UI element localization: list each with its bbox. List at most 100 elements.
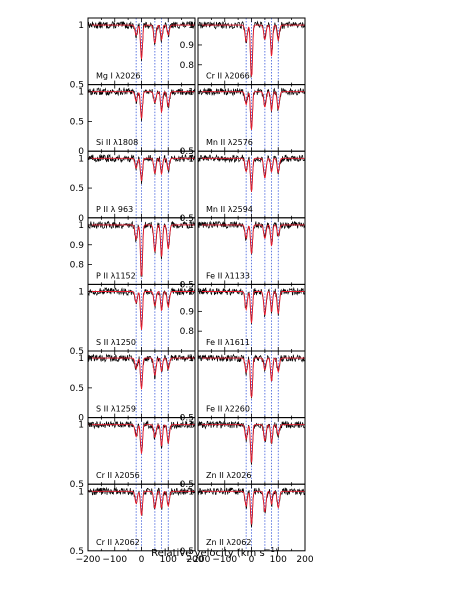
model-fit (88, 357, 195, 390)
ion-label: S II λ1250 (96, 338, 136, 347)
model-fit (88, 224, 195, 277)
ion-label: Zn II λ2026 (206, 471, 251, 480)
y-tick-label: 0.8 (180, 327, 195, 337)
y-tick-label: 0.8 (70, 261, 85, 271)
panel-left-0: 1 0.5 Mg I λ2026 (70, 17, 196, 91)
observed-spectrum (87, 153, 196, 185)
model-fit (88, 291, 195, 330)
panel-left-4: 1 0.5 S II λ1250 (70, 283, 196, 357)
y-tick-label-bottom: 0 (78, 414, 84, 424)
y-tick-label: 0.9 (180, 41, 195, 51)
y-tick-label: 1 (78, 288, 84, 298)
y-tick-label: 0.8 (180, 61, 195, 71)
ion-label: Cr II λ2062 (96, 538, 140, 547)
y-tick-label: 1 (188, 421, 194, 431)
model-fit (198, 224, 305, 254)
y-tick-label: 0.9 (70, 241, 85, 251)
model-fit (198, 91, 305, 130)
x-tick-label: −200 (186, 555, 211, 565)
model-fit (88, 424, 195, 454)
x-tick-label: 100 (160, 555, 177, 565)
observed-spectrum (87, 21, 196, 62)
y-tick-label: 1 (188, 354, 194, 364)
y-tick-label-bottom: 0.5 (180, 280, 194, 290)
y-tick-label-bottom: 0.5 (180, 547, 194, 557)
observed-spectrum (87, 86, 196, 122)
ion-label: P II λ 963 (96, 205, 133, 214)
ion-label: Mn II λ2594 (206, 205, 253, 214)
y-tick-label: 1 (78, 354, 84, 364)
panel-right-3: 10.5Fe II λ1133 (180, 217, 306, 290)
x-tick-label: −100 (102, 555, 127, 565)
model-fit (198, 157, 305, 192)
ion-label: Zn II λ2062 (206, 538, 251, 547)
y-tick-label: 1 (78, 421, 84, 431)
y-tick-label: 1 (78, 88, 84, 98)
panel-right-7: 10.5Zn II λ2062 (180, 483, 306, 557)
x-axis-label-unit-exponent: −1 (265, 546, 275, 554)
y-tick-label-bottom: 0.5 (70, 547, 84, 557)
y-tick-label-bottom: 0.5 (70, 81, 84, 91)
panel-left-5: 10.50S II λ1259 (70, 350, 196, 424)
ion-label: P II λ1152 (96, 271, 136, 280)
panel-left-7: 10.5Cr II λ2062 (70, 483, 196, 557)
ion-label: Si II λ1808 (96, 138, 138, 147)
y-tick-label: 1 (78, 487, 84, 497)
ion-label: Cr II λ2056 (96, 471, 140, 480)
model-fit (198, 357, 305, 399)
ion-label: Fe II λ2260 (206, 405, 250, 414)
x-tick-label: −100 (212, 555, 237, 565)
model-fit (88, 490, 195, 516)
observed-spectrum (87, 486, 196, 517)
panel-right-0: 1 0.9 0.8 Cr II λ2066 (180, 17, 306, 86)
x-tick-label: 200 (186, 555, 203, 565)
ion-label: Cr II λ2066 (206, 72, 250, 81)
panel-right-6: 1 0.5 Zn II λ2026 (180, 417, 306, 490)
model-fit (88, 91, 195, 119)
y-tick-label: 1 (188, 88, 194, 98)
panel-left-3: 1 0.9 0.8 P II λ1152 (70, 217, 196, 285)
model-fit (198, 490, 305, 525)
y-tick-label: 1 (188, 487, 194, 497)
y-tick-label-bottom: 0.5 (70, 480, 84, 490)
x-axis-label: Relative velocity (km s−1) (151, 546, 279, 559)
model-fit (88, 24, 195, 59)
ion-label: Fe II λ1611 (206, 338, 250, 347)
y-tick-label: 1 (78, 221, 84, 231)
model-fit (198, 424, 305, 463)
observed-spectrum (87, 220, 196, 277)
y-tick-label: 0.5 (70, 117, 84, 127)
x-tick-label: 0 (139, 555, 145, 565)
observed-spectrum (197, 154, 306, 192)
x-tick-label: 100 (270, 555, 287, 565)
x-axis-label-close: ) (275, 548, 279, 559)
y-tick-label: 0.5 (70, 184, 84, 194)
model-fit (88, 157, 195, 181)
panel-right-1: 1 0.5 Mn II λ2576 (180, 84, 306, 157)
y-tick-label-bottom: 0 (78, 214, 84, 224)
x-axis-label-text: Relative velocity (km s (151, 548, 265, 559)
panel-right-4: 1 0.9 0.8 Fe II λ1611 (180, 283, 306, 352)
observed-spectrum (197, 220, 306, 255)
x-tick-label: −200 (76, 555, 101, 565)
y-tick-label-bottom: 0.5 (180, 147, 194, 157)
ion-label: Mg I λ2026 (96, 72, 141, 81)
panel-left-2: 1 0.5 0 P II λ 963 (70, 150, 196, 224)
y-tick-label: 1 (78, 154, 84, 164)
x-tick-label: 0 (249, 555, 255, 565)
panel-right-2: 10.5Mn II λ2594 (180, 150, 306, 224)
y-tick-label: 1 (188, 221, 194, 231)
y-tick-label-bottom: 0.5 (180, 214, 194, 224)
y-tick-label-bottom: 0.5 (70, 347, 84, 357)
observed-spectrum (198, 286, 306, 325)
ion-label: S II λ1259 (96, 405, 136, 414)
panel-right-5: 1 0.5 Fe II λ2260 (180, 350, 306, 424)
model-fit (198, 291, 305, 324)
y-tick-label-bottom: 0.5 (180, 480, 194, 490)
panel-left-6: 1 0.5 Cr II λ2056 (70, 417, 196, 490)
y-tick-label-bottom: 0 (78, 147, 84, 157)
ion-label: Fe II λ1133 (206, 271, 250, 280)
